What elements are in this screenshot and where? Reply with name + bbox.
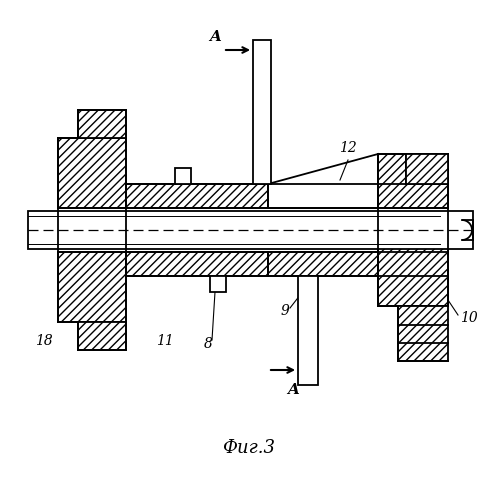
Bar bbox=[253, 40, 271, 184]
Bar bbox=[126, 184, 268, 208]
Text: 14: 14 bbox=[398, 344, 416, 358]
Text: 10: 10 bbox=[460, 311, 478, 325]
Text: 18: 18 bbox=[35, 334, 53, 348]
Text: A: A bbox=[287, 383, 299, 397]
Bar bbox=[28, 211, 473, 249]
Bar bbox=[58, 252, 126, 322]
Bar bbox=[378, 154, 448, 208]
Text: 9: 9 bbox=[280, 304, 289, 318]
Text: 11: 11 bbox=[156, 334, 174, 348]
Text: 13: 13 bbox=[421, 344, 439, 358]
Text: 12: 12 bbox=[339, 141, 357, 155]
Bar bbox=[398, 306, 448, 361]
Bar bbox=[210, 276, 226, 292]
Bar bbox=[268, 184, 378, 208]
Bar bbox=[378, 276, 448, 306]
Text: Фиг.3: Фиг.3 bbox=[223, 439, 275, 457]
Bar bbox=[268, 252, 378, 276]
Bar bbox=[298, 276, 318, 385]
Polygon shape bbox=[268, 154, 378, 208]
Bar bbox=[406, 154, 448, 184]
Polygon shape bbox=[270, 156, 376, 206]
Bar bbox=[78, 322, 126, 350]
Bar bbox=[175, 168, 191, 184]
Text: 8: 8 bbox=[204, 337, 213, 351]
Bar bbox=[126, 252, 268, 276]
Text: A: A bbox=[209, 30, 221, 44]
Bar bbox=[58, 138, 126, 208]
Bar bbox=[378, 222, 448, 306]
Bar bbox=[78, 110, 126, 138]
